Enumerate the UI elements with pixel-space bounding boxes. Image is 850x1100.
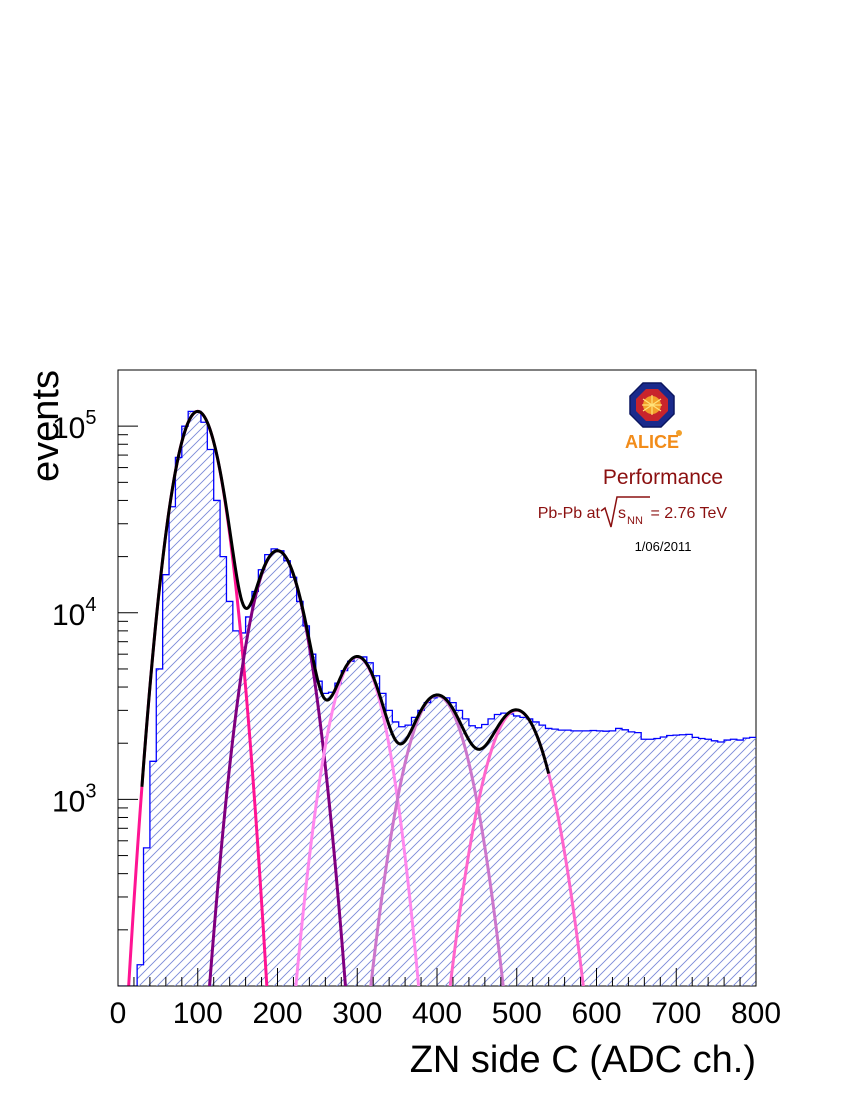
x-axis-ticks: 0 100 200 300 400 500 600 700 800 (110, 968, 781, 1030)
x-axis-label: ZN side C (ADC ch.) (410, 1039, 756, 1081)
collision-sub: NN (627, 515, 643, 527)
collision-prefix: Pb-Pb at (538, 505, 601, 522)
y-tick-label: 105 (52, 407, 97, 445)
x-tick-label: 300 (332, 997, 382, 1030)
collision-suffix: = 2.76 TeV (646, 505, 727, 522)
y-tick-label: 103 (52, 780, 97, 818)
alice-logo-text: ALICE (625, 432, 679, 452)
y-axis-ticks: 103 104 105 (52, 369, 138, 987)
x-tick-label: 0 (110, 997, 127, 1030)
total-fit-curve (140, 409, 551, 787)
alice-logo-dot (676, 430, 682, 436)
x-tick-label: 200 (252, 997, 302, 1030)
x-tick-label: 500 (492, 997, 542, 1030)
alice-logo: ALICE (625, 382, 682, 452)
x-tick-label: 100 (173, 997, 223, 1030)
performance-label: Performance (603, 466, 723, 489)
collision-s: s (618, 505, 626, 522)
collision-label: Pb-Pb at s NN = 2.76 TeV (538, 496, 727, 528)
plot-area (118, 409, 756, 986)
x-tick-label: 800 (731, 997, 781, 1030)
histogram-fill (118, 411, 756, 986)
y-axis-label: events (25, 370, 67, 482)
x-tick-label: 700 (651, 997, 701, 1030)
histogram-outline (118, 410, 756, 986)
x-tick-label: 600 (571, 997, 621, 1030)
date-label: 1/06/2011 (635, 539, 692, 554)
x-tick-label: 400 (412, 997, 462, 1030)
sqrt-icon (600, 496, 650, 528)
y-tick-label: 104 (52, 594, 97, 632)
alice-logo-tracks (642, 395, 662, 415)
